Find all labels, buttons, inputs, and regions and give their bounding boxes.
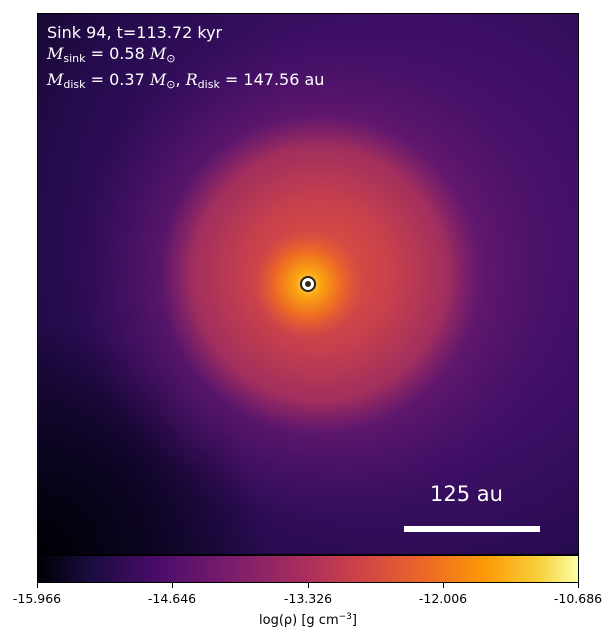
disk-radius-subscript: disk [197,78,220,91]
colorbar-tick-label: -13.326 [283,591,333,606]
sink-mass-unit-subscript: ⊙ [166,52,176,65]
disk-mass-unit: M [149,70,167,89]
colorbar [37,555,579,583]
disk-mass-subscript: disk [63,78,86,91]
disk-mass-unit-subscript: ⊙ [166,78,176,91]
colorbar-tick-label: -15.966 [12,591,62,606]
sink-mass-subscript: sink [63,52,86,65]
sink-mass-value: = 0.58 [90,44,145,63]
sink-mass-unit: M [149,44,167,63]
colorbar-tick-mark [443,583,444,588]
colorbar-tick-mark [172,583,173,588]
density-map-panel: Sink 94, t=113.72 kyr Msink = 0.58 M⊙ Md… [37,13,579,555]
sink-mass-line: Msink = 0.58 M⊙ [47,43,324,69]
sink-particle-marker [302,278,314,290]
colorbar-tick-label: -12.006 [418,591,468,606]
colorbar-label: log(ρ) [g cm−3] [208,612,408,628]
disk-radius-symbol: R [185,70,198,89]
disk-mass-symbol: M [47,70,64,89]
colorbar-tick-mark [37,583,38,588]
sink-mass-symbol: M [47,44,64,63]
sink-title-line: Sink 94, t=113.72 kyr [47,23,223,42]
disk-mass-value: = 0.37 [90,70,145,89]
colorbar-tick-mark [308,583,309,588]
colorbar-tick-label: -10.686 [553,591,603,606]
scale-bar-label: 125 au [430,482,503,506]
colorbar-label-exponent: −3 [338,612,352,622]
disk-separator: , [175,70,186,89]
scale-bar [404,526,540,532]
colorbar-tick-label: -14.646 [147,591,197,606]
disk-properties-line: Mdisk = 0.37 M⊙, Rdisk = 147.56 au [47,69,324,95]
disk-radius-value: = 147.56 au [224,70,325,89]
colorbar-label-suffix: ] [351,613,357,628]
simulation-info-text: Sink 94, t=113.72 kyr Msink = 0.58 M⊙ Md… [47,22,324,95]
colorbar-label-prefix: log(ρ) [g cm [259,613,339,628]
colorbar-tick-mark [578,583,579,588]
